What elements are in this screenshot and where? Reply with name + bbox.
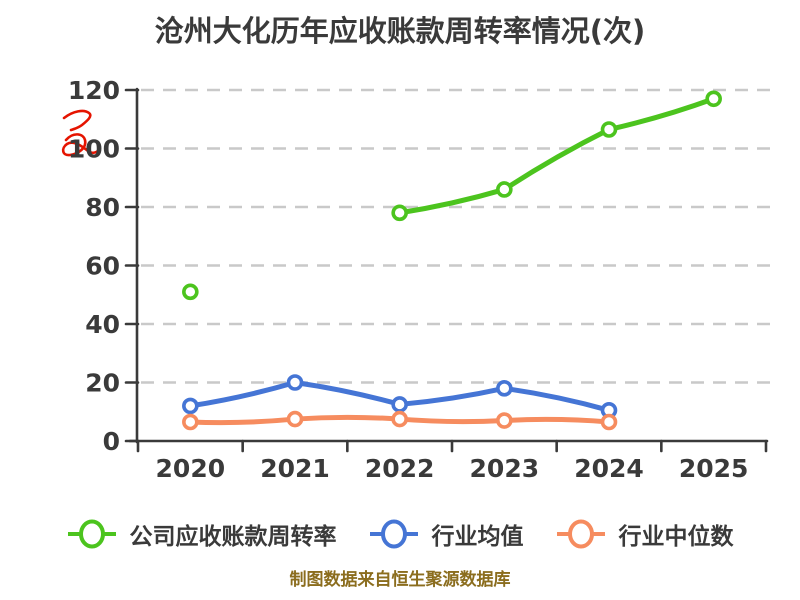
- x-tick-label: 2023: [470, 454, 540, 483]
- legend: 公司应收账款周转率 行业均值 行业中位数: [0, 517, 800, 551]
- y-tick-label: 40: [85, 310, 120, 339]
- x-tick-label: 2020: [156, 454, 226, 483]
- data-point-marker: [600, 413, 618, 431]
- legend-line-marker-icon: [556, 519, 605, 549]
- data-point-marker: [182, 397, 199, 415]
- data-point-marker: [182, 413, 199, 431]
- legend-item-label: 行业均值: [431, 524, 524, 550]
- legend-item-company: 公司应收账款周转率: [67, 517, 337, 551]
- data-point-marker: [182, 283, 199, 301]
- legend-item-label: 公司应收账款周转率: [129, 524, 337, 550]
- y-tick-label: 20: [85, 369, 120, 398]
- legend-line-marker-icon: [67, 519, 116, 549]
- data-point-marker: [496, 181, 513, 198]
- legend-line-marker-icon: [369, 519, 418, 549]
- data-point-marker: [286, 410, 304, 428]
- data-point-marker: [600, 121, 618, 138]
- x-tick-label: 2024: [574, 454, 644, 483]
- data-point-marker: [286, 374, 304, 391]
- x-tick-label: 2025: [679, 454, 749, 483]
- legend-item-industry-median: 行业中位数: [556, 517, 734, 551]
- y-tick-label: 80: [85, 193, 120, 222]
- chart-title: 沧州大化历年应收账款周转率情况(次): [154, 14, 646, 48]
- legend-item-industry-mean: 行业均值: [369, 517, 524, 551]
- data-point-marker: [391, 410, 408, 428]
- data-point-marker: [391, 396, 408, 413]
- footer-credit: 制图数据来自恒生聚源数据库: [289, 570, 511, 590]
- data-point-marker: [496, 380, 513, 397]
- y-tick-label: 100: [68, 135, 120, 164]
- y-tick-label: 0: [103, 427, 120, 456]
- y-tick-label: 120: [68, 76, 120, 105]
- legend-item-label: 行业中位数: [618, 524, 734, 550]
- data-point-marker: [391, 204, 408, 222]
- y-axis-label-scribble-icon: [61, 109, 101, 157]
- data-point-marker: [705, 90, 722, 108]
- series-line-0: [397, 96, 717, 216]
- y-tick-label: 60: [85, 252, 120, 281]
- data-point-marker: [496, 412, 513, 429]
- x-tick-label: 2022: [365, 454, 435, 483]
- x-tick-label: 2021: [260, 454, 330, 483]
